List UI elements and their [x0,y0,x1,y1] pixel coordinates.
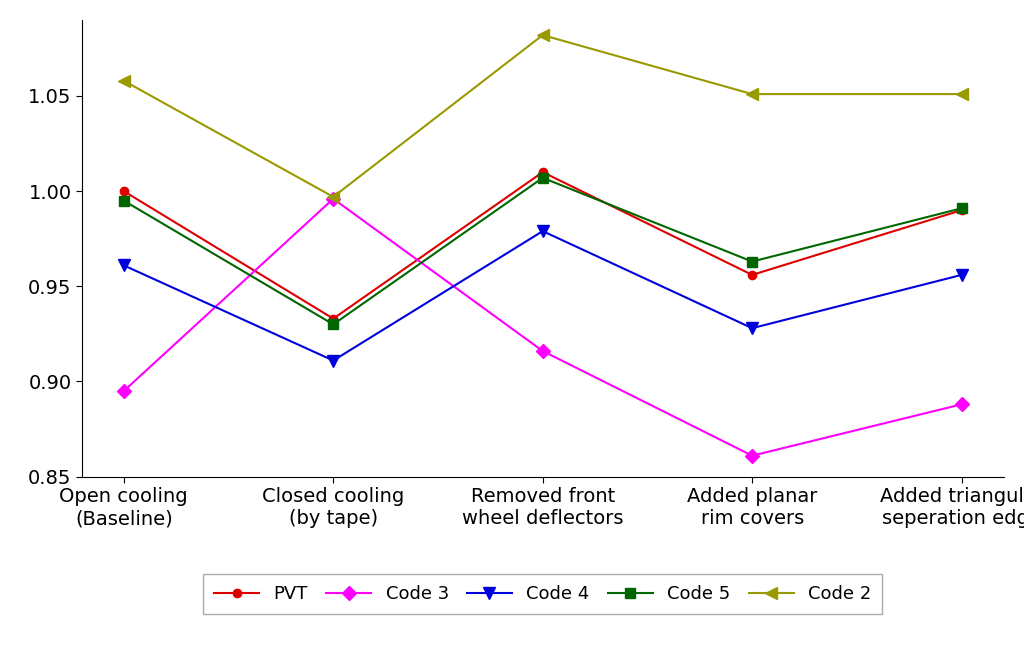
Line: PVT: PVT [120,168,966,323]
PVT [746,271,759,279]
Line: Code 5: Code 5 [119,173,967,329]
Code 2 [118,77,130,85]
Code 3 [955,401,968,408]
Line: Code 3: Code 3 [119,194,967,461]
Code 3 [118,387,130,395]
Code 4 [118,261,130,269]
Code 3 [746,451,759,459]
Code 4 [746,324,759,332]
Code 3 [537,347,549,355]
Code 5 [327,320,339,328]
Code 5 [955,205,968,213]
Code 5 [746,258,759,265]
Code 5 [118,197,130,205]
Legend: PVT, Code 3, Code 4, Code 5, Code 2: PVT, Code 3, Code 4, Code 5, Code 2 [203,574,883,614]
Line: Code 4: Code 4 [118,226,968,366]
PVT [327,314,339,322]
PVT [537,168,549,176]
Code 2 [327,193,339,201]
Code 3 [327,195,339,203]
Code 4 [537,227,549,235]
PVT [118,187,130,195]
Code 2 [955,90,968,98]
Code 4 [327,357,339,365]
PVT [955,206,968,214]
Code 5 [537,174,549,182]
Line: Code 2: Code 2 [118,30,968,203]
Code 2 [746,90,759,98]
Code 2 [537,31,549,39]
Code 4 [955,271,968,279]
